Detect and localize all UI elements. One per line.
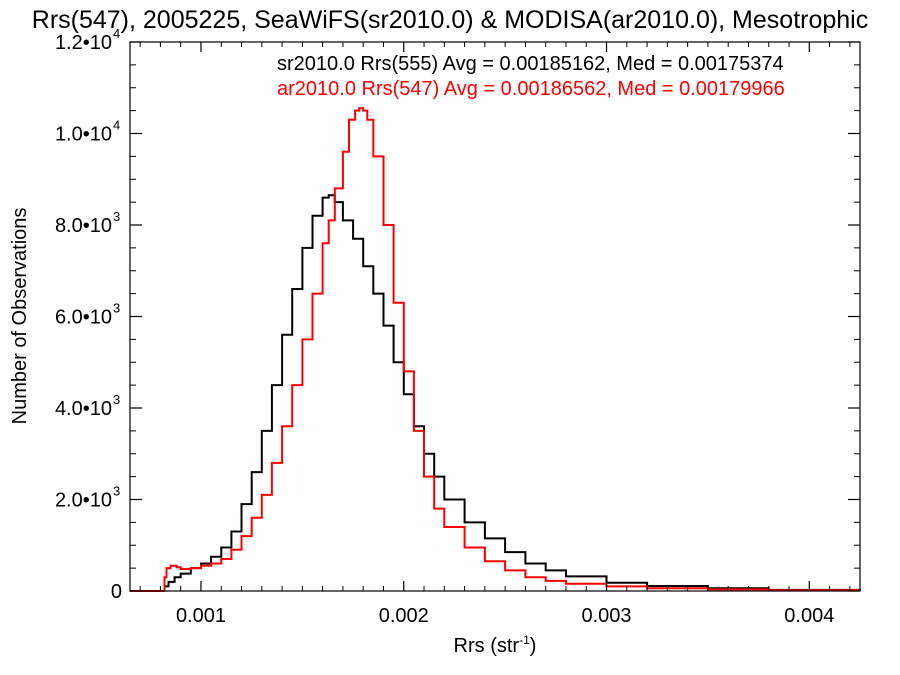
x-axis-label: Rrs (str-1) xyxy=(454,633,537,657)
y-tick-exponent: 3 xyxy=(113,209,120,224)
y-axis: 02.0•10 34.0•10 36.0•10 38.0•10 31.0•10 41.2•… xyxy=(55,26,860,603)
x-tick-label: 0.002 xyxy=(379,605,429,627)
y-tick-exponent: 3 xyxy=(113,484,120,499)
y-tick-exponent: 3 xyxy=(113,301,120,316)
x-tick-label: 0.004 xyxy=(784,605,834,627)
x-tick-label: 0.001 xyxy=(176,605,226,627)
y-tick-mantissa: 0 xyxy=(111,581,122,603)
y-tick-label: 1.2•10 xyxy=(55,32,112,54)
y-tick-mantissa: 1.2•10 xyxy=(55,32,112,54)
y-tick-exponent: 3 xyxy=(113,392,120,407)
y-tick-label: 4.0•10 xyxy=(55,398,112,420)
x-axis-label-superscript: -1 xyxy=(519,633,530,647)
legend-entry-black: sr2010.0 Rrs(555) Avg = 0.00185162, Med … xyxy=(277,53,784,75)
x-axis-label-close: ) xyxy=(530,635,537,657)
y-tick-label: 6.0•10 xyxy=(55,307,112,329)
legend-entry-red: ar2010.0 Rrs(547) Avg = 0.00186562, Med … xyxy=(277,78,785,100)
x-axis-label-text: Rrs (str xyxy=(454,635,520,657)
y-tick-label: 8.0•10 xyxy=(55,215,112,237)
y-tick-mantissa: 4.0•10 xyxy=(55,398,112,420)
chart-title: Rrs(547), 2005225, SeaWiFS(sr2010.0) & M… xyxy=(32,6,868,34)
y-tick-mantissa: 6.0•10 xyxy=(55,307,112,329)
y-axis-label: Number of Observations xyxy=(9,208,31,425)
x-tick-label: 0.003 xyxy=(581,605,631,627)
y-tick-label: 0 xyxy=(111,581,122,603)
series-line-1 xyxy=(130,107,861,592)
y-tick-label: 1.0•10 xyxy=(55,124,112,146)
y-tick-mantissa: 8.0•10 xyxy=(55,215,112,237)
y-tick-exponent: 4 xyxy=(113,26,120,41)
x-axis: 0.001 0.002 0.003 0.004 xyxy=(139,42,851,627)
series-layer xyxy=(130,107,861,592)
series-line-0 xyxy=(130,194,861,592)
y-tick-exponent: 4 xyxy=(113,118,120,133)
y-tick-mantissa: 2.0•10 xyxy=(55,490,112,512)
y-tick-mantissa: 1.0•10 xyxy=(55,124,112,146)
y-tick-label: 2.0•10 xyxy=(55,490,112,512)
plot-frame xyxy=(129,41,861,592)
